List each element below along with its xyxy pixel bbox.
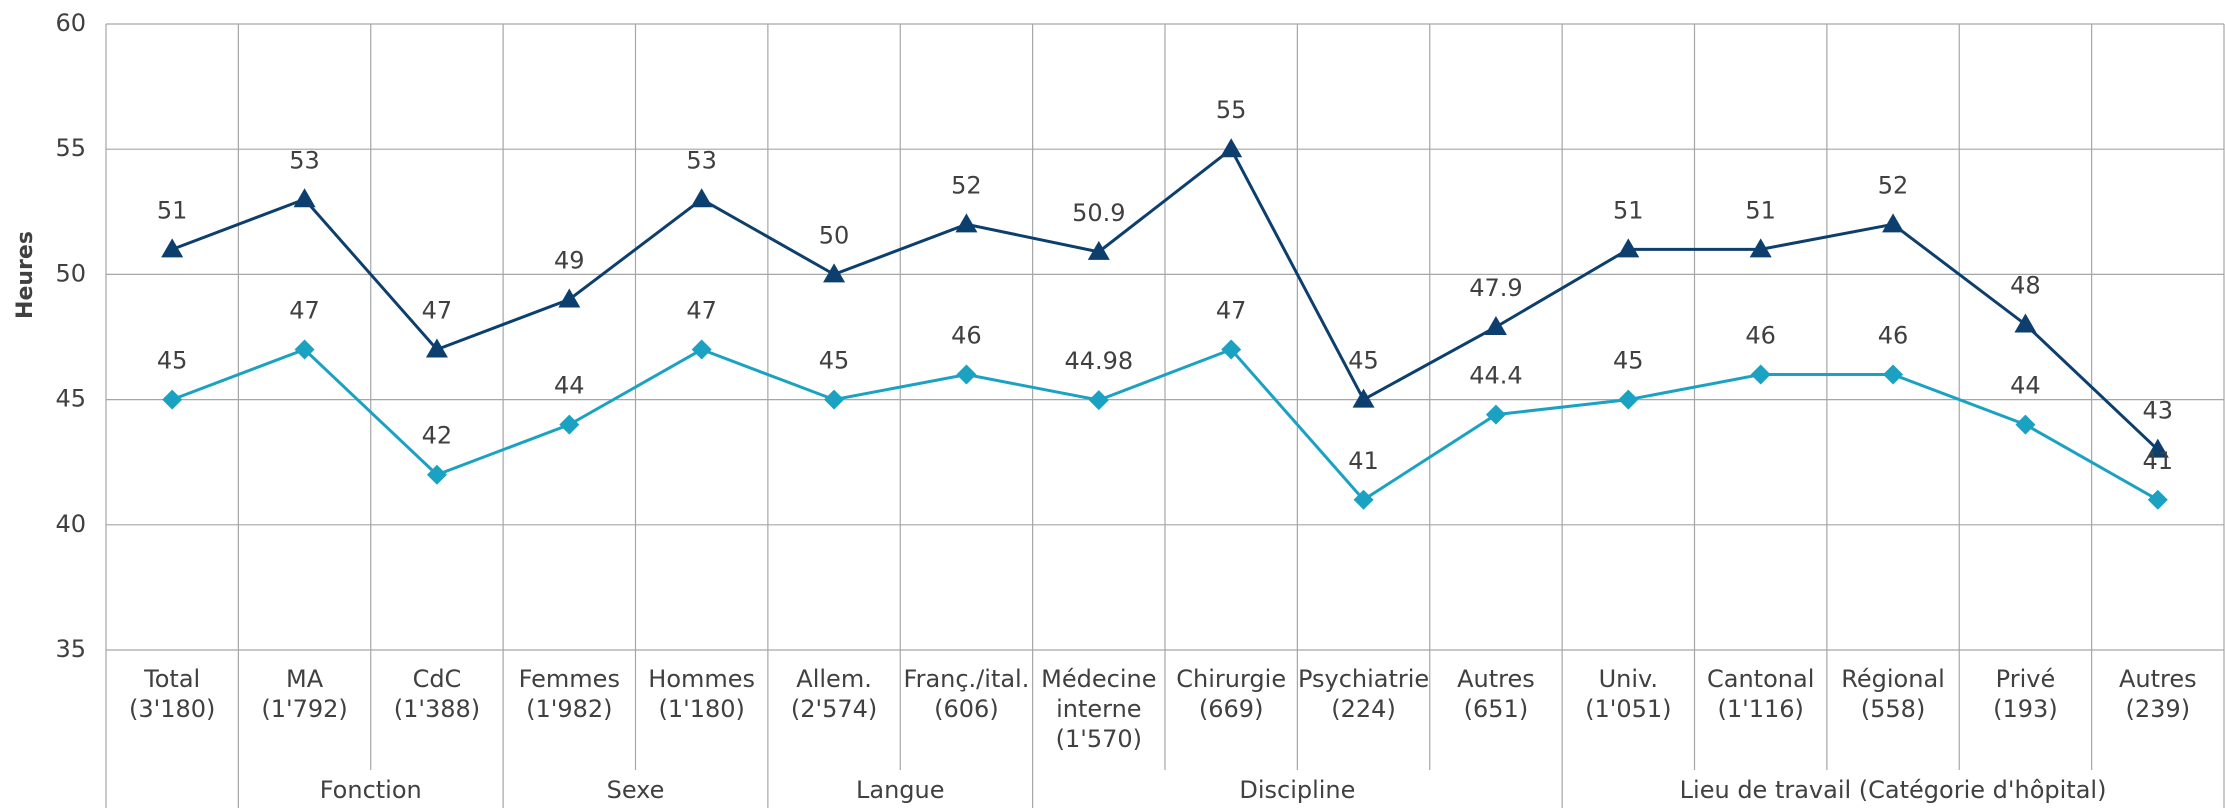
data-label: 45 — [1613, 347, 1644, 375]
marker — [1221, 339, 1242, 360]
x-tick-label: Médecine interne (1'570) — [1041, 665, 1156, 753]
data-label: 46 — [1745, 322, 1776, 350]
marker — [425, 338, 448, 358]
data-label: 42 — [422, 422, 453, 450]
y-tick-label: 50 — [55, 259, 86, 287]
group-label: Langue — [856, 776, 945, 804]
marker — [1352, 388, 1375, 408]
marker — [2015, 414, 2036, 435]
data-label: 43 — [2143, 397, 2174, 425]
data-label: 50.9 — [1072, 199, 1125, 227]
data-label: 48 — [2010, 271, 2041, 299]
y-tick-label: 35 — [55, 635, 86, 663]
marker — [1750, 364, 1771, 385]
x-tick-label: Hommes (1'180) — [648, 665, 755, 723]
x-tick-label: Allem. (2'574) — [791, 665, 877, 723]
data-label: 45 — [1348, 347, 1379, 375]
y-tick-label: 40 — [55, 510, 86, 538]
x-tick-label: Franç./ital. (606) — [904, 665, 1030, 723]
marker — [1088, 390, 1109, 411]
x-tick-label: Autres (239) — [2119, 665, 2197, 723]
data-label: 52 — [951, 171, 982, 199]
marker — [426, 464, 447, 485]
marker — [823, 263, 846, 283]
marker — [1485, 404, 1506, 425]
marker — [293, 188, 316, 208]
data-label: 52 — [1878, 171, 1909, 199]
marker — [558, 288, 581, 308]
marker — [1484, 315, 1507, 335]
group-label: Sexe — [607, 776, 665, 804]
y-axis-label: Heures — [13, 231, 38, 319]
marker — [2146, 438, 2169, 458]
marker — [162, 389, 183, 410]
marker — [1087, 240, 1110, 260]
x-tick-label: Psychiatrie (224) — [1298, 665, 1429, 723]
marker — [294, 339, 315, 360]
marker — [559, 414, 580, 435]
marker — [1220, 138, 1243, 158]
series-line — [171, 347, 2159, 502]
data-label: 44.98 — [1064, 347, 1133, 375]
y-tick-label: 55 — [55, 134, 86, 162]
data-label: 51 — [1613, 196, 1644, 224]
data-label: 49 — [554, 246, 585, 274]
x-tick-label: Femmes (1'982) — [519, 665, 620, 723]
data-label: 51 — [157, 196, 188, 224]
marker — [1883, 364, 1904, 385]
data-label: 46 — [1878, 322, 1909, 350]
data-label: 41 — [1348, 447, 1379, 475]
data-label: 45 — [819, 347, 850, 375]
marker — [1617, 238, 1640, 258]
data-label: 55 — [1216, 96, 1247, 124]
marker — [824, 389, 845, 410]
marker — [2014, 313, 2037, 333]
marker — [956, 364, 977, 385]
data-label: 44.4 — [1469, 362, 1522, 390]
marker — [1749, 238, 1772, 258]
data-label: 47 — [1216, 297, 1247, 325]
marker — [1618, 389, 1639, 410]
marker — [161, 238, 184, 258]
data-label: 44 — [554, 372, 585, 400]
x-tick-label: MA (1'792) — [261, 665, 347, 723]
x-tick-label: Univ. (1'051) — [1585, 665, 1671, 723]
series-line — [171, 146, 2159, 451]
y-tick-label: 60 — [55, 9, 86, 37]
data-label: 44 — [2010, 372, 2041, 400]
x-tick-label: CdC (1'388) — [394, 665, 480, 723]
marker — [2147, 489, 2168, 510]
x-tick-label: Privé (193) — [1993, 665, 2058, 723]
data-label: 53 — [686, 146, 717, 174]
data-label: 47 — [289, 297, 320, 325]
x-tick-label: Cantonal (1'116) — [1707, 665, 1814, 723]
marker — [691, 339, 712, 360]
group-label: Discipline — [1239, 776, 1355, 804]
group-label: Fonction — [320, 776, 422, 804]
data-label: 46 — [951, 322, 982, 350]
x-tick-label: Régional (558) — [1841, 665, 1945, 723]
x-tick-label: Chirurgie (669) — [1176, 665, 1286, 723]
marker — [1353, 489, 1374, 510]
y-tick-label: 45 — [55, 385, 86, 413]
marker — [955, 213, 978, 233]
data-label: 47.9 — [1469, 274, 1522, 302]
data-label: 47 — [686, 297, 717, 325]
data-label: 45 — [157, 347, 188, 375]
x-tick-label: Total (3'180) — [129, 665, 215, 723]
x-tick-label: Autres (651) — [1457, 665, 1535, 723]
data-label: 50 — [819, 221, 850, 249]
data-label: 47 — [422, 297, 453, 325]
marker — [1882, 213, 1905, 233]
data-label: 51 — [1745, 196, 1776, 224]
data-label: 41 — [2143, 447, 2174, 475]
marker — [690, 188, 713, 208]
data-label: 53 — [289, 146, 320, 174]
group-label: Lieu de travail (Catégorie d'hôpital) — [1680, 776, 2107, 804]
